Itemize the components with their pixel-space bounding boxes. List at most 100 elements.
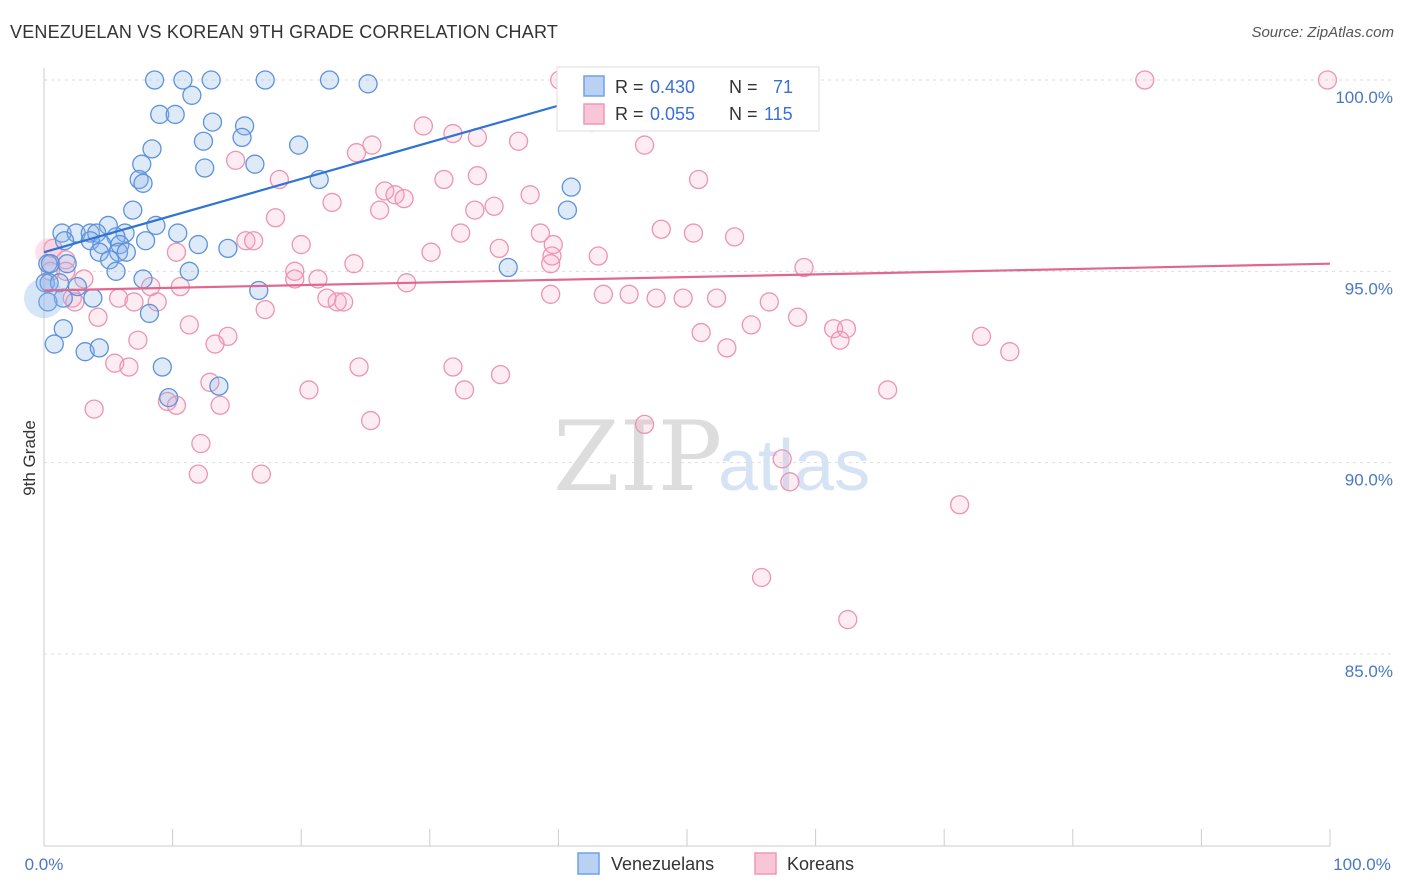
koreans-point-63	[593, 284, 614, 304]
venezuelans-point-2	[201, 70, 221, 90]
venezuelans-point-1	[173, 70, 193, 90]
y-tick-label-100: 100.0%	[1335, 88, 1393, 107]
venezuelans-point-56	[83, 288, 103, 308]
venezuelans-point-40	[89, 242, 109, 262]
koreans-point-102	[251, 464, 271, 484]
koreans-point-39	[542, 246, 562, 266]
koreans-point-61	[147, 292, 167, 312]
koreans-point-47	[74, 269, 94, 289]
venezuelans-point-8	[165, 104, 185, 125]
legend-n-label-venezuelans: N =	[729, 77, 758, 97]
venezuelans-point-15	[132, 154, 152, 174]
koreans-point-34	[489, 238, 509, 259]
koreans-point-94	[166, 395, 187, 415]
venezuelans-point-57	[249, 280, 269, 301]
koreans-point-72	[179, 315, 199, 335]
venezuelans-point-9	[202, 112, 223, 132]
koreans-point-21	[322, 192, 342, 213]
koreans-point-19	[520, 185, 540, 205]
koreans-point-81	[830, 330, 850, 350]
koreans-point-20	[394, 188, 414, 209]
venezuelans-point-58	[38, 292, 58, 312]
koreans-point-97	[360, 410, 381, 431]
venezuelans-point-5	[358, 74, 378, 94]
koreans-point-62	[541, 284, 561, 304]
koreans-point-105	[751, 567, 772, 588]
koreans-point-100	[772, 449, 792, 469]
koreans-point-82	[717, 338, 737, 358]
koreans-point-92	[877, 380, 898, 400]
y-tick-labels: 100.0% 95.0% 90.0% 85.0%	[1335, 88, 1393, 681]
venezuelans-point-63	[89, 338, 109, 358]
x-tick-label-max: 100.0%	[1333, 855, 1391, 874]
koreans-points	[35, 70, 1338, 630]
legend-n-koreans: 115	[764, 104, 793, 124]
venezuelans-trend-line	[43, 78, 649, 254]
x-tick-label-min: 0.0%	[25, 855, 64, 874]
venezuelans-point-19	[133, 173, 153, 193]
koreans-point-33	[291, 234, 311, 255]
koreans-point-84	[105, 353, 125, 373]
bottom-legend: Venezuelans Koreans	[577, 852, 854, 875]
legend-n-label-koreans: N =	[729, 104, 758, 124]
y-tick-label-85: 85.0%	[1345, 662, 1393, 681]
koreans-point-27	[451, 223, 471, 243]
koreans-point-66	[673, 288, 693, 308]
koreans-point-50	[308, 269, 328, 289]
koreans-point-5	[413, 116, 434, 136]
koreans-point-79	[128, 330, 148, 350]
koreans-point-38	[588, 246, 608, 266]
venezuelans-point-3	[255, 70, 275, 90]
venezuelans-point-35	[135, 231, 156, 251]
koreans-point-95	[210, 395, 230, 415]
koreans-point-8	[508, 131, 529, 151]
koreans-point-43	[43, 238, 63, 259]
venezuelans-point-39	[218, 238, 238, 259]
venezuelans-point-47	[106, 261, 126, 281]
koreans-point-11	[634, 135, 655, 155]
koreans-point-23	[484, 196, 504, 216]
venezuelans-point-22	[557, 200, 578, 220]
venezuelans-point-10	[234, 116, 255, 136]
top-legend: R = 0.430 N = 71 R = 0.055 N = 115	[556, 66, 820, 132]
koreans-point-90	[299, 380, 319, 400]
venezuelans-point-62	[75, 342, 95, 362]
y-tick-label-95: 95.0%	[1345, 279, 1393, 298]
koreans-point-56	[333, 292, 354, 312]
koreans-point-14	[434, 169, 454, 190]
venezuelans-point-61	[44, 334, 64, 354]
x-ticks	[43, 829, 1331, 846]
venezuelans-point-16	[195, 158, 215, 178]
koreans-point-25	[265, 208, 286, 228]
bottom-legend-koreans: Koreans	[787, 854, 854, 874]
venezuelans-point-42	[116, 242, 136, 262]
koreans-point-10	[346, 143, 367, 163]
koreans-point-58	[65, 292, 85, 312]
koreans-point-32	[243, 231, 264, 251]
koreans-point-75	[836, 319, 857, 339]
venezuelans-point-49	[498, 257, 518, 278]
koreans-point-9	[362, 135, 382, 155]
y-axis-title: 9th Grade	[20, 420, 39, 496]
koreans-point-60	[124, 292, 144, 312]
koreans-point-68	[759, 292, 779, 312]
legend-r-label-koreans: R =	[615, 104, 644, 124]
koreans-point-99	[191, 433, 211, 454]
koreans-trend-line	[43, 262, 1331, 292]
koreans-point-42	[794, 257, 814, 278]
koreans-point-76	[691, 322, 711, 343]
venezuelans-point-37	[110, 234, 130, 255]
koreans-point-71	[88, 307, 108, 327]
koreans-point-13	[467, 166, 488, 186]
venezuelans-point-65	[209, 376, 229, 396]
koreans-point-54	[327, 292, 347, 312]
koreans-point-104	[949, 495, 970, 515]
venezuelans-point-6	[182, 85, 202, 105]
koreans-point-91	[454, 380, 475, 400]
koreans-point-64	[619, 284, 639, 304]
venezuelans-point-64	[152, 357, 172, 377]
koreans-point-3	[1317, 70, 1338, 90]
koreans-point-103	[780, 472, 800, 492]
venezuelans-point-7	[150, 104, 170, 125]
